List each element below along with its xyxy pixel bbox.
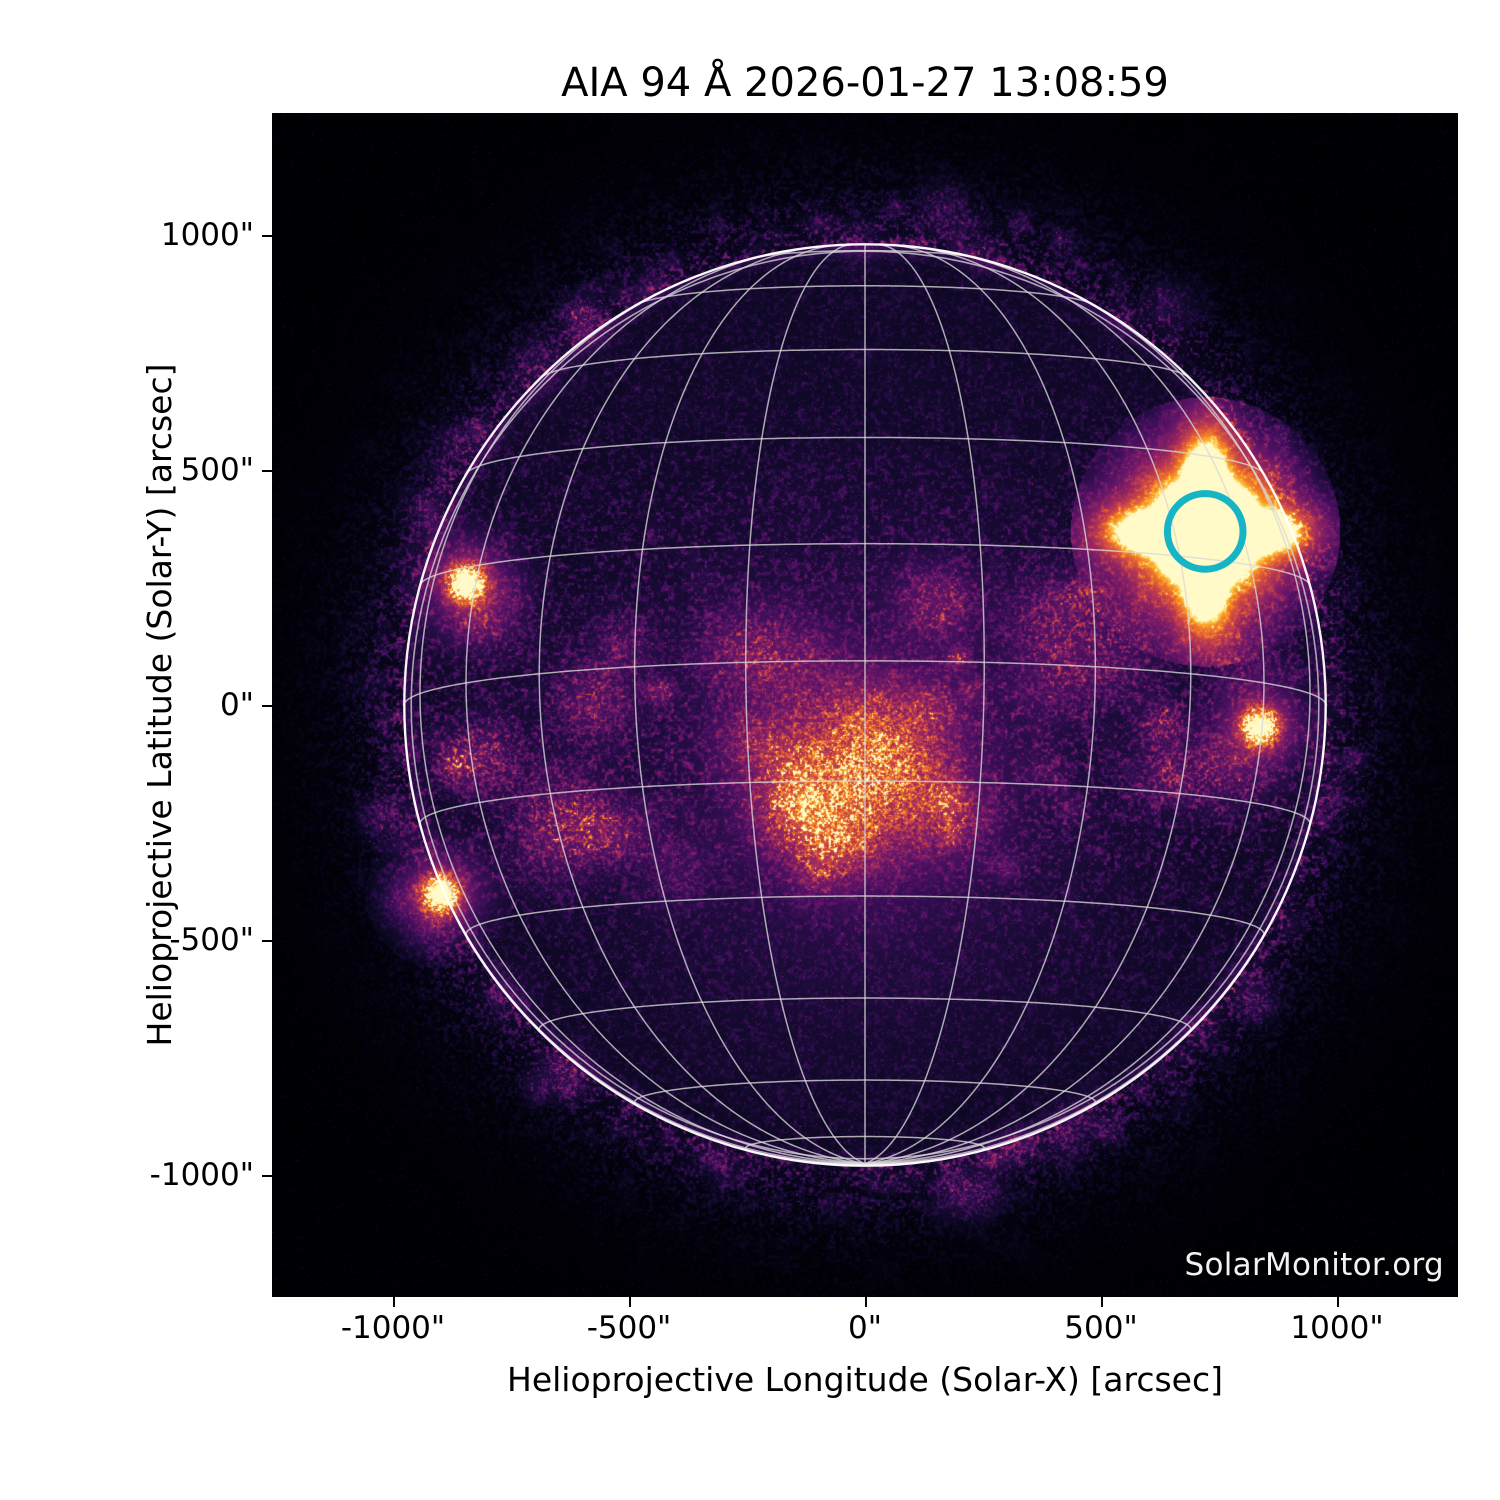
ytick-mark <box>262 1175 272 1177</box>
ytick-label: -500" <box>169 922 254 958</box>
grid-line <box>403 660 1327 706</box>
active-region-marker[interactable] <box>1163 490 1247 573</box>
grid-line <box>538 245 866 1165</box>
xtick-mark <box>1101 1297 1103 1307</box>
grid-line <box>419 780 1311 825</box>
xtick-label: 1000" <box>1290 1310 1384 1346</box>
ytick-mark <box>262 705 272 707</box>
ytick-label: 500" <box>180 452 254 488</box>
xtick-label: -500" <box>586 1310 672 1346</box>
ytick-label: -1000" <box>149 1157 254 1193</box>
grid-line <box>466 436 1264 474</box>
watermark-label: SolarMonitor.org <box>1184 1247 1444 1283</box>
grid-line <box>864 243 985 1165</box>
grid-line <box>864 272 1311 1165</box>
grid-line <box>419 272 866 1165</box>
solar-limb-circle <box>403 243 1327 1167</box>
grid-line <box>637 285 1093 305</box>
grid-line <box>465 895 1265 937</box>
ytick-label: 0" <box>220 687 254 723</box>
xtick-label: 500" <box>1064 1310 1138 1346</box>
grid-line <box>864 245 1192 1165</box>
xtick-mark <box>865 1297 867 1307</box>
grid-line <box>864 244 1097 1165</box>
grid-line <box>745 243 866 1165</box>
grid-line <box>540 348 1190 379</box>
ytick-mark <box>262 940 272 942</box>
x-axis-label: Helioprojective Longitude (Solar-X) [arc… <box>507 1360 1223 1399</box>
xtick-mark <box>629 1297 631 1307</box>
grid-line <box>633 244 866 1165</box>
grid-lines <box>403 243 1327 1167</box>
xtick-mark <box>393 1297 395 1307</box>
solar-limb-inner-circle <box>410 250 1320 1160</box>
grid-line <box>864 249 1265 1165</box>
y-axis-label: Helioprojective Latitude (Solar-Y) [arcs… <box>140 363 179 1047</box>
active-region-marker[interactable] <box>1163 490 1247 573</box>
ytick-mark <box>262 470 272 472</box>
xtick-label: 0" <box>848 1310 882 1346</box>
xtick-label: -1000" <box>340 1310 446 1346</box>
ytick-mark <box>262 235 272 237</box>
heliographic-grid-overlay <box>403 243 1327 1167</box>
page-title: AIA 94 Å 2026-01-27 13:08:59 <box>561 60 1169 106</box>
grid-line <box>465 249 866 1165</box>
plot-axes-area: SolarMonitor.org <box>272 113 1458 1297</box>
grid-line <box>538 997 1192 1033</box>
ytick-label: 1000" <box>160 217 254 253</box>
xtick-mark <box>1337 1297 1339 1307</box>
grid-line <box>419 542 1311 586</box>
grid-line <box>633 1079 1097 1107</box>
